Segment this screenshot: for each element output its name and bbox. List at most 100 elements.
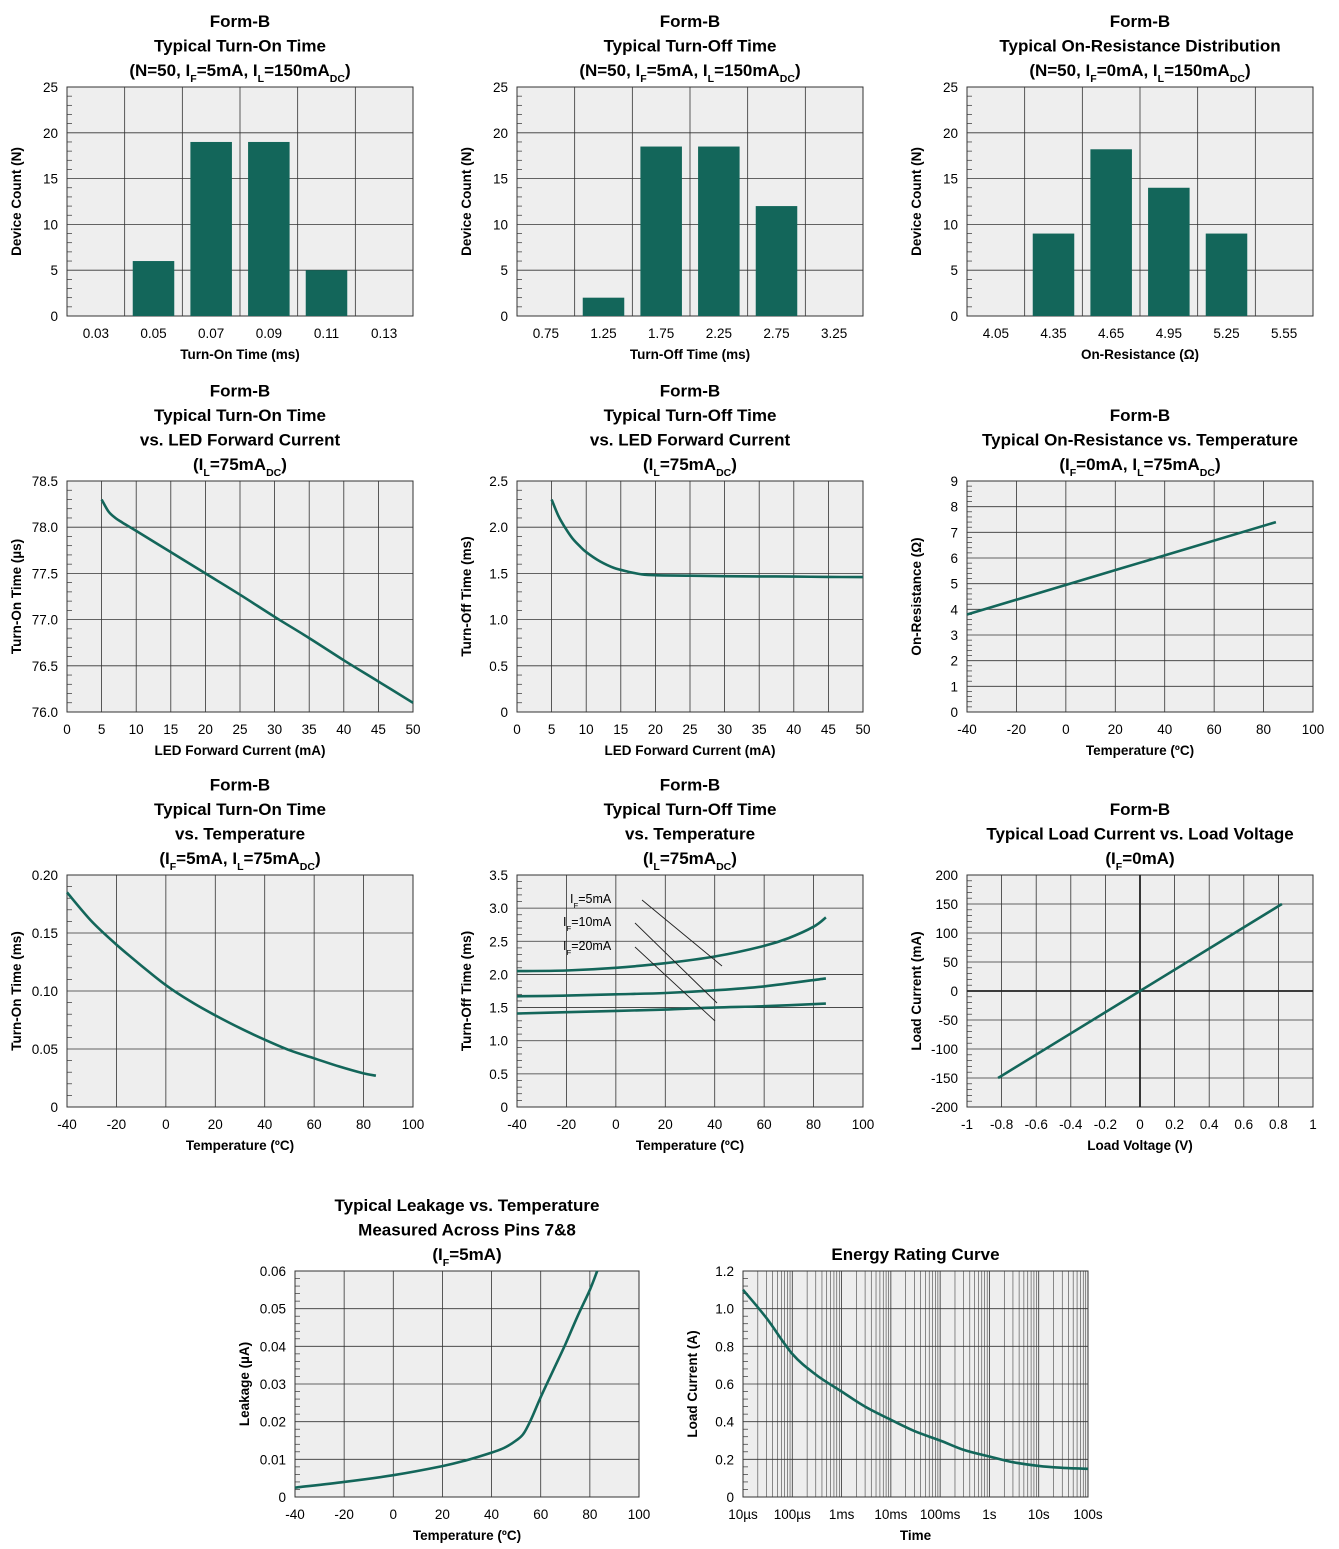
y-tick-label: 25 [493, 80, 508, 95]
x-axis-label: Time [900, 1528, 932, 1543]
y-tick-label: 0 [500, 1100, 508, 1115]
chart-c8: Form-B Typical Turn-Off Time vs. Temperatu… [459, 776, 874, 1154]
series-label: IF=10mA [563, 915, 612, 933]
y-tick-label: 25 [43, 80, 58, 95]
y-axis-label: Turn-Off Time (ms) [459, 931, 474, 1051]
bar [1148, 187, 1190, 316]
x-tick-label: 25 [682, 722, 697, 737]
x-tick-label: 45 [371, 722, 386, 737]
y-tick-label: 7 [950, 525, 958, 540]
chart-title-line: Form-B [660, 12, 720, 31]
y-tick-label: 0 [500, 705, 508, 720]
y-tick-label: 78.0 [32, 520, 58, 535]
y-tick-label: 6 [950, 551, 958, 566]
x-tick-label: 45 [821, 722, 836, 737]
x-tick-label: -0.6 [1025, 1117, 1048, 1132]
y-tick-label: 20 [43, 126, 58, 141]
series-line [516, 977, 827, 998]
x-tick-label: -0.8 [990, 1117, 1013, 1132]
chart-title-line: Measured Across Pins 7&8 [358, 1221, 576, 1240]
plot-area [966, 480, 1314, 713]
x-tick-label: 10ms [874, 1507, 907, 1522]
y-tick-label: -50 [938, 1013, 958, 1028]
label-leader-line [641, 899, 723, 967]
x-tick-label: 100 [628, 1507, 651, 1522]
x-tick-label: 4.65 [1098, 326, 1124, 341]
y-tick-label: 0.5 [489, 659, 508, 674]
y-tick-label: 0.02 [260, 1415, 286, 1430]
x-tick-label: 4.35 [1040, 326, 1066, 341]
x-tick-label: 5.55 [1271, 326, 1297, 341]
x-tick-label: 0.11 [314, 326, 339, 341]
chart-c4: Form-B Typical Turn-On Time vs. LED Forwar… [9, 382, 421, 759]
x-tick-label: 20 [435, 1507, 450, 1522]
y-tick-label: 1.2 [715, 1264, 734, 1279]
y-tick-label: 1.5 [489, 566, 508, 581]
x-tick-label: 60 [307, 1117, 322, 1132]
x-tick-label: 1.75 [648, 326, 674, 341]
x-tick-label: 100 [1302, 722, 1325, 737]
x-tick-label: 0 [1062, 722, 1070, 737]
y-tick-label: 0.6 [715, 1377, 734, 1392]
y-tick-label: 1.0 [489, 1034, 508, 1049]
y-tick-label: 25 [943, 80, 958, 95]
chart-c5: Form-B Typical Turn-Off Time vs. LED Forwa… [459, 382, 871, 759]
x-tick-label: 30 [717, 722, 732, 737]
chart-title-line: Form-B [1110, 12, 1170, 31]
y-tick-label: 0.04 [260, 1339, 287, 1354]
x-tick-label: 0.09 [256, 326, 282, 341]
y-tick-label: 15 [43, 172, 58, 187]
chart-c11: Energy Rating Curve 0 0.2 0.4 0.6 0.8 1.0 1.2 10… [685, 1245, 1103, 1543]
y-tick-label: 0 [500, 309, 508, 324]
x-tick-label: 15 [613, 722, 628, 737]
x-tick-label: 60 [757, 1117, 772, 1132]
x-tick-label: 5 [98, 722, 106, 737]
y-tick-label: 9 [950, 474, 958, 489]
y-tick-label: 1 [950, 679, 958, 694]
y-tick-label: 0.8 [715, 1339, 734, 1354]
y-tick-label: 8 [950, 500, 958, 515]
x-axis-label: Temperature (ºC) [186, 1138, 294, 1153]
y-tick-label: 3 [950, 628, 958, 643]
x-tick-label: 40 [707, 1117, 722, 1132]
series-line [516, 1002, 826, 1015]
x-axis-label: Turn-On Time (ms) [180, 347, 300, 362]
label-leader-line [634, 922, 718, 1004]
x-tick-label: 2.75 [763, 326, 789, 341]
series-label: IF=20mA [563, 939, 612, 957]
bar [755, 206, 798, 316]
y-tick-label: 0 [950, 309, 958, 324]
chart-title-line: Form-B [1110, 800, 1170, 819]
chart-title-line: Energy Rating Curve [831, 1245, 999, 1264]
x-tick-label: 20 [1108, 722, 1123, 737]
x-tick-label: 35 [752, 722, 767, 737]
x-tick-label: 40 [257, 1117, 272, 1132]
bar [698, 146, 740, 316]
x-tick-label: 100s [1073, 1507, 1103, 1522]
x-tick-label: 4.05 [983, 326, 1009, 341]
chart-title-line: Typical Turn-Off Time [604, 37, 777, 56]
y-tick-label: 1.0 [715, 1302, 734, 1317]
chart-title-line: Typical Turn-On Time [154, 406, 326, 425]
y-tick-label: 20 [493, 126, 508, 141]
x-tick-label: -20 [557, 1117, 577, 1132]
x-tick-label: 0.2 [1165, 1117, 1184, 1132]
bar [640, 146, 682, 316]
x-tick-label: 3.25 [821, 326, 847, 341]
x-tick-label: -20 [334, 1507, 354, 1522]
y-tick-label: 0.10 [32, 984, 58, 999]
x-tick-label: 0.4 [1200, 1117, 1219, 1132]
x-tick-label: 0.05 [140, 326, 166, 341]
y-axis-label: Device Count (N) [459, 147, 474, 256]
y-tick-label: 0 [278, 1490, 286, 1505]
chart-title-line: (N=50, IF=5mA, IL=150mADC) [579, 61, 800, 85]
x-tick-label: 80 [356, 1117, 371, 1132]
y-tick-label: 2.0 [489, 520, 508, 535]
x-tick-label: 80 [1256, 722, 1271, 737]
chart-c1: Form-B Typical Turn-On Time (N=50, IF=5mA,… [9, 12, 414, 362]
chart-title-line: (IF=0mA, IL=75mADC) [1059, 455, 1220, 479]
y-tick-label: 200 [935, 868, 958, 883]
y-tick-label: 3.5 [489, 868, 508, 883]
y-tick-label: 0.01 [260, 1452, 286, 1467]
chart-title-line: Form-B [660, 382, 720, 401]
